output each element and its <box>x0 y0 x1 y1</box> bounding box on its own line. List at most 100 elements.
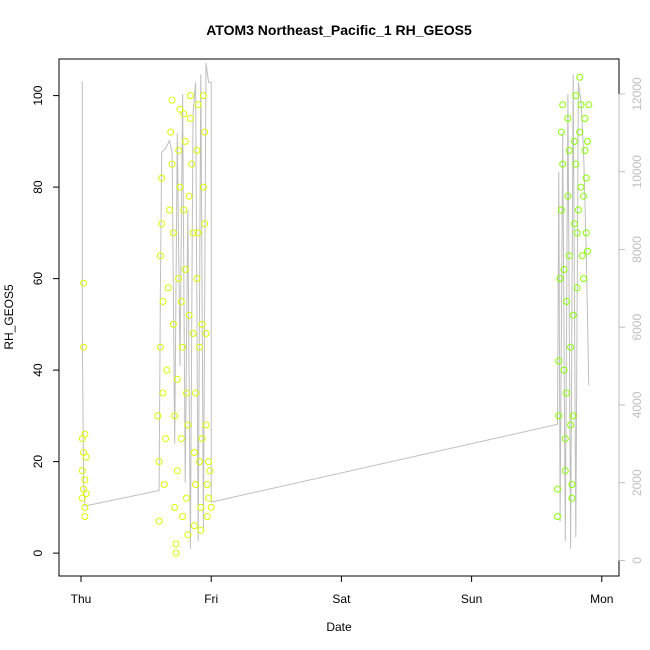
x-axis-label: Date <box>326 620 352 634</box>
data-point <box>188 160 196 168</box>
data-point <box>205 494 213 502</box>
data-point <box>185 192 193 200</box>
x-tick-label: Sun <box>461 592 482 606</box>
y-tick-label: 80 <box>31 180 45 194</box>
data-point <box>565 147 573 154</box>
data-point <box>172 549 180 557</box>
data-point <box>567 343 575 351</box>
data-point <box>581 115 589 122</box>
data-point <box>569 412 577 420</box>
data-point <box>573 284 581 292</box>
data-point <box>576 128 584 136</box>
data-point <box>186 92 194 100</box>
data-point <box>181 137 189 145</box>
data-point <box>189 229 197 237</box>
data-point <box>557 206 565 214</box>
data-point <box>80 279 88 287</box>
data-point <box>206 467 214 475</box>
data-point <box>573 229 581 237</box>
data-point <box>159 389 167 397</box>
data-point <box>581 147 589 154</box>
y2-tick-label: 10000 <box>630 155 644 189</box>
x-tick-label: Thu <box>71 592 92 606</box>
y2-tick-label: 6000 <box>630 314 644 341</box>
data-point <box>190 522 198 530</box>
data-point <box>568 494 576 502</box>
data-point <box>568 481 576 488</box>
data-point <box>156 252 164 260</box>
data-point <box>577 101 585 109</box>
y-tick-label: 100 <box>31 85 45 105</box>
data-point <box>190 449 198 456</box>
data-point <box>169 229 177 237</box>
data-point <box>571 137 578 145</box>
data-point <box>555 412 563 420</box>
data-point <box>554 485 561 493</box>
y-tick-label: 60 <box>31 272 45 286</box>
data-point <box>81 503 89 511</box>
data-point <box>164 284 172 292</box>
data-point <box>559 101 567 109</box>
data-point <box>166 206 173 214</box>
data-point <box>168 96 176 104</box>
data-point <box>194 101 202 109</box>
data-point <box>189 330 197 337</box>
y-axis: 0 20 40 60 80 100 <box>31 85 60 556</box>
y-tick-label: 20 <box>31 455 45 469</box>
data-point <box>167 128 175 136</box>
data-point <box>78 494 86 502</box>
data-point <box>176 183 184 191</box>
data-point <box>563 298 571 305</box>
y2-tick-label: 12000 <box>630 77 644 111</box>
data-point <box>554 513 561 520</box>
data-point <box>193 147 201 154</box>
data-point <box>572 160 580 168</box>
data-point <box>179 343 187 351</box>
data-point <box>580 192 588 200</box>
data-point <box>156 343 164 351</box>
data-point <box>584 137 591 145</box>
data-point <box>571 220 578 228</box>
data-point <box>197 526 205 534</box>
altitude-series-line <box>81 62 590 549</box>
y2-tick-label: 8000 <box>630 236 644 263</box>
data-point <box>196 458 203 466</box>
data-point <box>557 128 565 136</box>
data-point <box>203 481 211 488</box>
data-point <box>177 298 185 305</box>
data-point <box>82 453 90 461</box>
data-point <box>179 513 187 520</box>
data-point <box>184 421 192 429</box>
data-point <box>180 110 188 118</box>
data-point <box>563 389 571 397</box>
data-point <box>560 266 568 273</box>
data-point <box>202 330 210 337</box>
data-point <box>180 206 188 214</box>
data-point <box>574 206 582 214</box>
data-point <box>201 128 209 136</box>
data-point <box>197 503 205 511</box>
data-point <box>203 513 211 520</box>
data-point <box>577 183 585 191</box>
data-point <box>154 412 162 420</box>
data-point <box>173 467 181 475</box>
data-point <box>81 513 89 520</box>
data-point <box>78 467 86 475</box>
data-point <box>584 247 591 255</box>
data-point <box>173 375 181 383</box>
data-point <box>198 435 206 443</box>
data-point <box>168 160 176 168</box>
data-point <box>176 105 184 113</box>
data-point <box>181 266 189 273</box>
data-point <box>160 481 168 488</box>
data-point <box>172 540 180 548</box>
data-point <box>155 458 163 466</box>
data-point <box>177 435 185 443</box>
data-point <box>82 490 90 498</box>
data-point <box>169 320 177 328</box>
data-point <box>207 503 215 511</box>
x-tick-label: Fri <box>204 592 218 606</box>
plot-frame <box>58 58 620 577</box>
altitude-line-layer <box>81 62 590 549</box>
